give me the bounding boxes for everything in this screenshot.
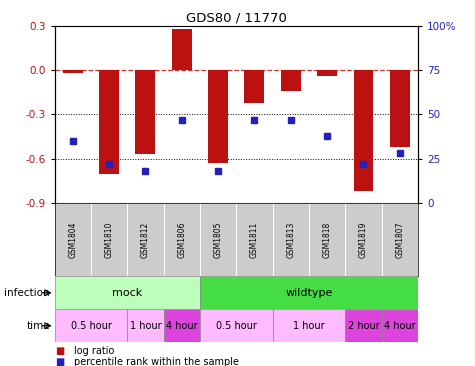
Text: ■: ■	[55, 357, 64, 366]
Bar	[273, 309, 345, 342]
Bar	[245, 70, 265, 102]
Text: GSM1818: GSM1818	[323, 221, 332, 258]
Text: infection: infection	[4, 288, 50, 298]
Bar	[172, 29, 192, 70]
Text: GSM1805: GSM1805	[214, 221, 223, 258]
Bar	[63, 70, 83, 73]
Text: 2 hour: 2 hour	[348, 321, 380, 331]
Bar	[390, 70, 410, 147]
Text: GSM1810: GSM1810	[104, 221, 114, 258]
Bar	[200, 309, 273, 342]
Text: GSM1806: GSM1806	[177, 221, 186, 258]
Text: mock: mock	[112, 288, 142, 298]
Text: 1 hour: 1 hour	[293, 321, 325, 331]
Bar	[345, 309, 381, 342]
Text: wildtype: wildtype	[285, 288, 332, 298]
Bar	[353, 70, 373, 191]
Text: 4 hour: 4 hour	[166, 321, 198, 331]
Bar	[208, 70, 228, 163]
Text: GSM1804: GSM1804	[68, 221, 77, 258]
Text: log ratio: log ratio	[74, 346, 114, 356]
Text: percentile rank within the sample: percentile rank within the sample	[74, 357, 238, 366]
Text: GSM1812: GSM1812	[141, 221, 150, 258]
Text: GSM1811: GSM1811	[250, 221, 259, 258]
Text: 0.5 hour: 0.5 hour	[70, 321, 112, 331]
Bar	[55, 276, 200, 309]
Bar	[200, 276, 418, 309]
Text: time: time	[26, 321, 50, 331]
Bar	[381, 309, 418, 342]
Bar	[163, 309, 200, 342]
Title: GDS80 / 11770: GDS80 / 11770	[186, 11, 287, 25]
Bar	[127, 309, 163, 342]
Bar	[281, 70, 301, 91]
Text: GSM1807: GSM1807	[395, 221, 404, 258]
Bar	[135, 70, 155, 154]
Text: 1 hour: 1 hour	[130, 321, 162, 331]
Text: ■: ■	[55, 346, 64, 356]
Bar	[317, 70, 337, 76]
Bar	[55, 309, 127, 342]
Text: 4 hour: 4 hour	[384, 321, 416, 331]
Bar	[99, 70, 119, 173]
Text: GSM1813: GSM1813	[286, 221, 295, 258]
Text: GSM1819: GSM1819	[359, 221, 368, 258]
Text: 0.5 hour: 0.5 hour	[216, 321, 257, 331]
